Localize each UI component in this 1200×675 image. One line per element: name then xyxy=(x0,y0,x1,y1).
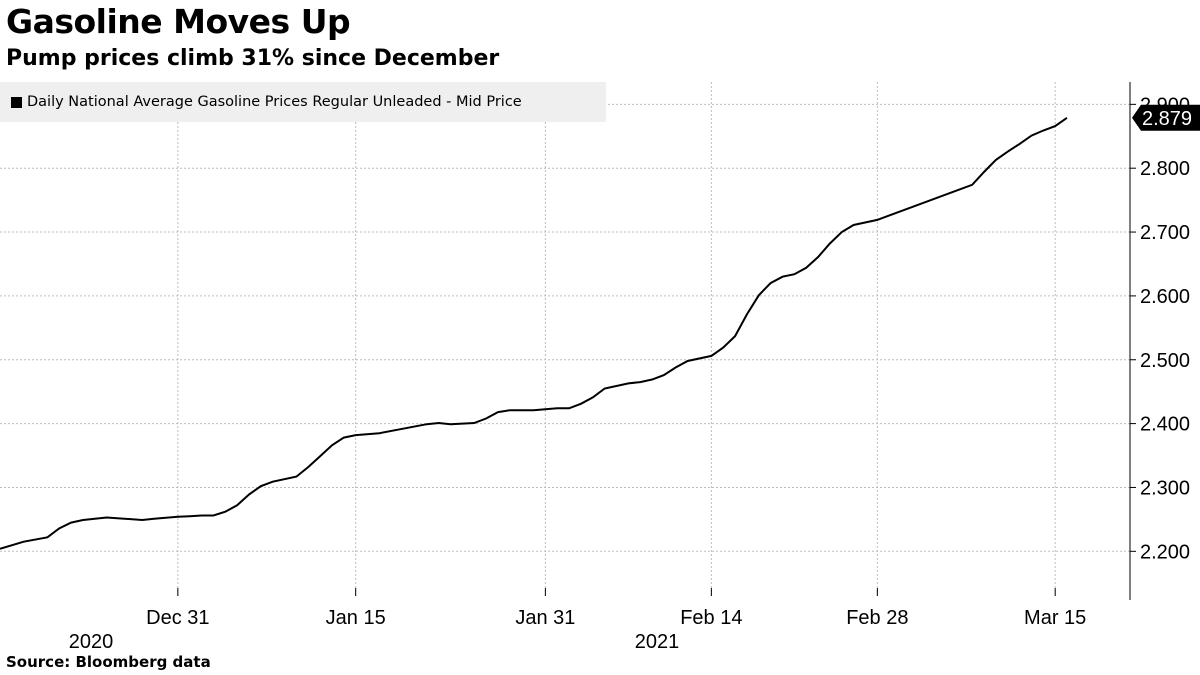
x-tick-label: Dec 31 xyxy=(146,607,209,629)
legend-swatch xyxy=(11,96,22,108)
y-tick-label: 2.500 xyxy=(1140,350,1190,372)
last-value-label: 2.879 xyxy=(1142,108,1192,130)
legend: Daily National Average Gasoline Prices R… xyxy=(0,82,606,122)
year-label: 2021 xyxy=(635,631,680,653)
x-tick-label: Feb 28 xyxy=(846,607,908,629)
x-tick-label: Feb 14 xyxy=(680,607,742,629)
grid-lines xyxy=(0,82,1130,596)
source-note: Source: Bloomberg data xyxy=(6,653,211,671)
y-tick-label: 2.400 xyxy=(1140,414,1190,436)
last-value-marker: 2.879 xyxy=(1132,104,1200,131)
x-tick-label: Jan 15 xyxy=(326,607,386,629)
legend-label: Daily National Average Gasoline Prices R… xyxy=(27,94,522,110)
y-tick-label: 2.200 xyxy=(1140,541,1190,563)
y-tick-label: 2.800 xyxy=(1140,158,1190,180)
gasoline-price-line xyxy=(0,116,1068,550)
year-label: 2020 xyxy=(69,631,114,653)
x-tick-label: Mar 15 xyxy=(1024,607,1086,629)
chart-subtitle: Pump prices climb 31% since December xyxy=(6,46,500,71)
chart-title: Gasoline Moves Up xyxy=(6,2,351,41)
y-tick-label: 2.700 xyxy=(1140,222,1190,244)
x-axis-ticks: Dec 31 Jan 15 Jan 31 Feb 14 Feb 28 Mar 15 2020… xyxy=(69,588,1086,653)
x-tick-label: Jan 31 xyxy=(515,607,575,629)
y-tick-label: 2.600 xyxy=(1140,286,1190,308)
y-tick-label: 2.300 xyxy=(1140,477,1190,499)
